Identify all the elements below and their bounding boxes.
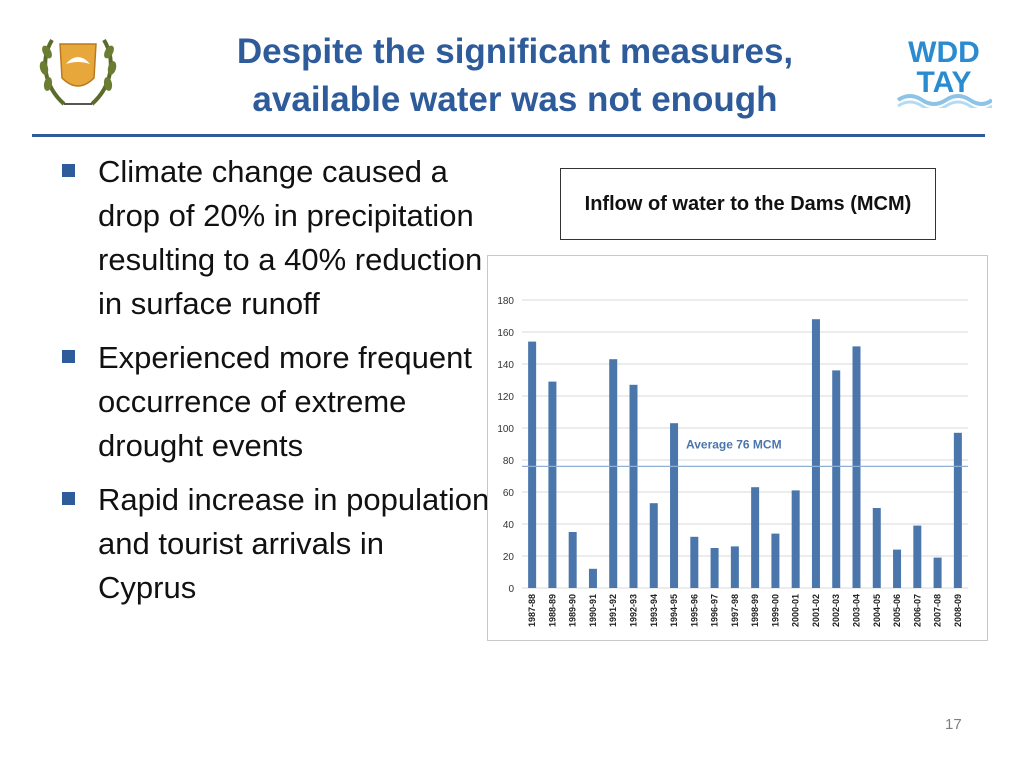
y-tick-label: 20 bbox=[503, 552, 515, 563]
bar-chart: 0 20 40 60 80 100 120 140 160 180 1987-88 1988-89 19… bbox=[497, 296, 968, 627]
bar bbox=[629, 384, 638, 588]
x-tick-label: 1995-96 bbox=[689, 594, 699, 627]
title-divider bbox=[32, 134, 985, 137]
bar bbox=[953, 432, 962, 588]
y-tick-label: 120 bbox=[497, 392, 514, 403]
average-label: Average 76 MCM bbox=[686, 437, 782, 451]
bar bbox=[832, 370, 841, 588]
bullet-text: Experienced more frequent occurrence of … bbox=[98, 340, 472, 463]
y-tick-label: 40 bbox=[503, 520, 515, 531]
x-tick-label: 1997-98 bbox=[730, 594, 740, 627]
bullet-item: Experienced more frequent occurrence of … bbox=[60, 336, 490, 468]
bullet-square-icon bbox=[62, 164, 75, 177]
bar bbox=[568, 532, 577, 588]
title-line-1: Despite the significant measures, bbox=[236, 32, 794, 71]
x-tick-label: 1999-00 bbox=[770, 594, 780, 627]
x-tick-label: 1998-99 bbox=[750, 594, 760, 627]
x-tick-label: 2001-02 bbox=[811, 594, 821, 627]
bar bbox=[670, 423, 679, 588]
bar bbox=[730, 546, 739, 588]
x-tick-label: 1988-89 bbox=[547, 594, 557, 627]
y-tick-label: 0 bbox=[508, 584, 514, 595]
x-tick-label: 1990-91 bbox=[588, 594, 598, 627]
bar bbox=[872, 508, 881, 588]
title-line-2: available water was not enough bbox=[252, 80, 778, 119]
x-tick-label: 2006-07 bbox=[912, 594, 922, 627]
bar bbox=[548, 381, 557, 588]
x-tick-label: 1992-93 bbox=[629, 594, 639, 627]
x-tick-label: 2004-05 bbox=[872, 594, 882, 627]
bar bbox=[588, 568, 597, 588]
x-tick-label: 1987-88 bbox=[527, 594, 537, 627]
bar bbox=[609, 359, 618, 588]
bar bbox=[791, 490, 800, 588]
x-tick-label: 2005-06 bbox=[892, 594, 902, 627]
page-number: 17 bbox=[945, 716, 962, 733]
bar bbox=[913, 525, 922, 588]
bar bbox=[852, 346, 861, 588]
bar bbox=[649, 503, 658, 588]
x-tick-label: 1993-94 bbox=[649, 594, 659, 627]
bar bbox=[933, 557, 942, 588]
x-tick-label: 1989-90 bbox=[568, 594, 578, 627]
wdd-logo: WDD TAY bbox=[896, 30, 992, 108]
chart-title: Inflow of water to the Dams (MCM) bbox=[560, 168, 936, 240]
y-tick-label: 140 bbox=[497, 360, 514, 371]
logo-text-top: WDD bbox=[908, 36, 980, 69]
cyprus-coat-of-arms-logo bbox=[39, 38, 117, 106]
slide-title: Despite the significant measures, availa… bbox=[130, 28, 900, 124]
bar bbox=[771, 533, 780, 588]
bullet-text: Rapid increase in population and tourist… bbox=[98, 482, 490, 605]
y-tick-label: 160 bbox=[497, 328, 514, 339]
bar bbox=[528, 341, 537, 588]
logo-text-bottom: TAY bbox=[916, 66, 971, 99]
x-tick-label: 1996-97 bbox=[710, 594, 720, 627]
y-tick-label: 60 bbox=[503, 488, 515, 499]
bar bbox=[751, 487, 760, 588]
bullet-item: Climate change caused a drop of 20% in p… bbox=[60, 150, 490, 326]
chart-container: 0 20 40 60 80 100 120 140 160 180 1987-88 1988-89 19… bbox=[487, 255, 988, 641]
bullet-square-icon bbox=[62, 350, 75, 363]
bar bbox=[710, 548, 719, 588]
bullet-list: Climate change caused a drop of 20% in p… bbox=[60, 150, 490, 620]
bullet-item: Rapid increase in population and tourist… bbox=[60, 478, 490, 610]
bar bbox=[690, 536, 699, 588]
x-tick-label: 2007-08 bbox=[933, 594, 943, 627]
x-tick-label: 2003-04 bbox=[852, 594, 862, 627]
x-tick-label: 2008-09 bbox=[953, 594, 963, 627]
x-tick-label: 2000-01 bbox=[791, 594, 801, 627]
y-tick-label: 80 bbox=[503, 456, 515, 467]
bar bbox=[893, 549, 902, 588]
x-tick-label: 1991-92 bbox=[608, 594, 618, 627]
bullet-text: Climate change caused a drop of 20% in p… bbox=[98, 154, 483, 321]
bar bbox=[811, 319, 820, 588]
x-tick-label: 2002-03 bbox=[831, 594, 841, 627]
x-tick-label: 1994-95 bbox=[669, 594, 679, 627]
bullet-square-icon bbox=[62, 492, 75, 505]
y-tick-label: 100 bbox=[497, 424, 514, 435]
y-tick-label: 180 bbox=[497, 296, 514, 307]
